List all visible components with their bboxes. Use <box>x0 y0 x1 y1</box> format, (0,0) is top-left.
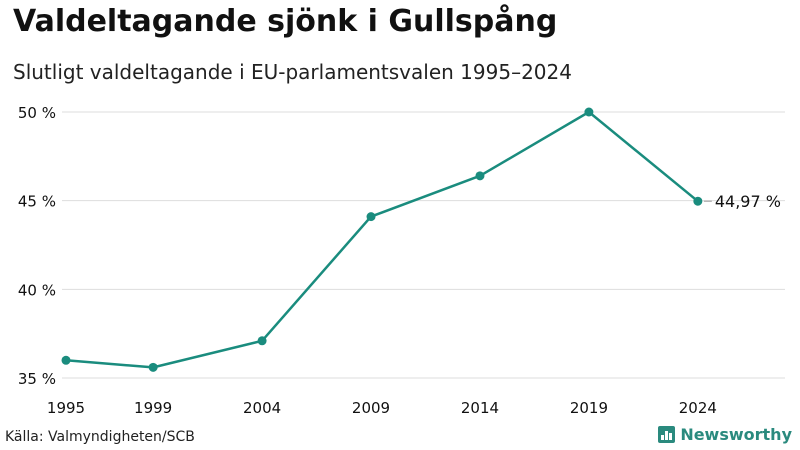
x-tick-label: 1995 <box>47 399 85 417</box>
y-tick-label: 35 % <box>18 370 56 388</box>
y-tick-label: 45 % <box>18 193 56 211</box>
y-tick-label: 50 % <box>18 104 56 122</box>
x-tick-label: 2004 <box>243 399 281 417</box>
data-point <box>584 107 594 117</box>
chart-subtitle: Slutligt valdeltagande i EU-parlamentsva… <box>13 60 572 84</box>
data-point <box>693 196 703 206</box>
data-point <box>475 171 485 181</box>
brand-name: Newsworthy <box>680 425 792 444</box>
x-tick-label: 2014 <box>461 399 499 417</box>
chart-title: Valdeltagande sjönk i Gullspång <box>13 4 558 39</box>
data-point <box>148 362 158 372</box>
series-line <box>65 110 699 369</box>
end-value-label: 44,97 % <box>715 192 781 211</box>
brand-logo: Newsworthy <box>658 425 792 444</box>
y-tick-label: 40 % <box>18 281 56 299</box>
x-tick-label: 2019 <box>570 399 608 417</box>
line-chart: 35 % 40 % 45 % 50 % 1995 1999 2004 2009 2014 2019… <box>18 104 785 417</box>
x-tick-label: 2024 <box>679 399 717 417</box>
data-point <box>257 336 267 346</box>
source-note: Källa: Valmyndigheten/SCB <box>5 429 195 445</box>
bar-chart-icon <box>658 426 676 443</box>
data-point <box>366 212 376 222</box>
x-tick-label: 2009 <box>352 399 390 417</box>
x-tick-label: 1999 <box>134 399 172 417</box>
data-point <box>61 355 71 365</box>
